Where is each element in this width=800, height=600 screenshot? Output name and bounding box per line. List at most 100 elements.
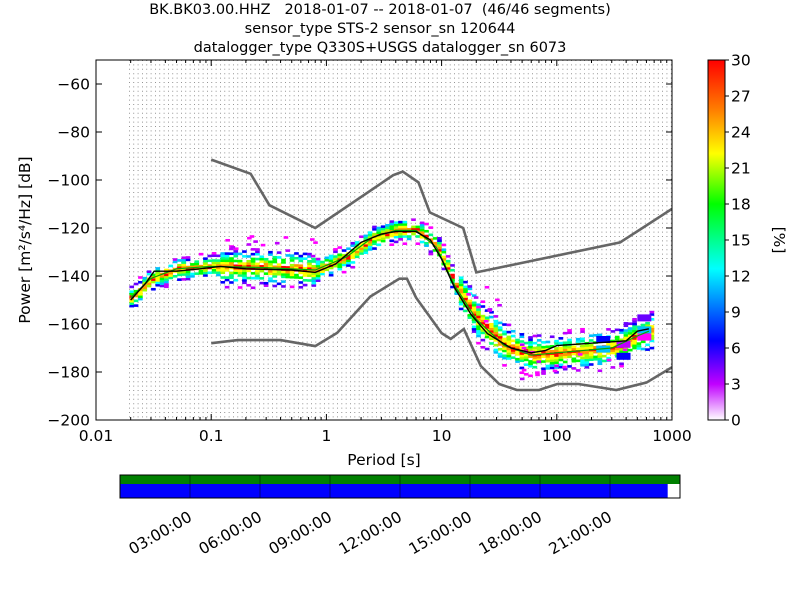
heat-cell <box>567 331 572 335</box>
heat-cell <box>203 257 208 260</box>
heat-cell <box>471 325 477 329</box>
heat-cell <box>268 260 273 264</box>
heat-cell <box>307 264 312 268</box>
heat-cell <box>588 346 594 349</box>
heat-cell <box>510 339 516 343</box>
heat-cell <box>441 255 447 259</box>
heat-cell <box>242 271 247 275</box>
heat-cell <box>489 327 494 331</box>
heat-cell <box>138 295 143 298</box>
noise-model-nlnm <box>211 277 672 392</box>
heat-cell <box>311 274 317 278</box>
heat-cell <box>623 331 629 335</box>
heat-cell <box>493 327 499 330</box>
heat-cell <box>554 361 559 365</box>
heat-cell <box>623 334 629 337</box>
heat-cell <box>575 347 581 351</box>
heat-cell <box>493 315 499 318</box>
heat-cell <box>363 251 369 254</box>
heat-cell <box>398 225 403 229</box>
heat-cell <box>155 267 161 270</box>
timeline-tick-label: 06:00:00 <box>196 508 265 558</box>
heat-cell <box>263 260 269 263</box>
colorbar-ticks: 0 3 6 9 12 15 18 21 24 27 30 <box>725 52 751 430</box>
heat-cell <box>502 349 507 353</box>
heat-cell <box>406 237 412 241</box>
heat-cell <box>419 228 425 232</box>
heat-cell <box>341 249 347 252</box>
heat-cell <box>597 333 603 337</box>
heat-cell <box>307 267 312 270</box>
heat-cell <box>224 285 230 289</box>
heat-cell <box>463 280 468 284</box>
heat-cell <box>393 221 399 224</box>
heat-cell <box>476 317 481 321</box>
heat-cell <box>441 267 447 271</box>
heat-cell <box>259 260 265 263</box>
heat-cell <box>428 250 434 253</box>
heat-cell <box>142 286 148 290</box>
heat-cell <box>419 235 425 239</box>
heat-cell <box>432 237 438 240</box>
heat-cell <box>402 235 408 238</box>
heat-cell <box>216 254 221 258</box>
heat-cell <box>584 353 590 357</box>
heat-cell <box>333 248 338 251</box>
heat-cell <box>571 352 577 356</box>
heat-cell <box>441 243 447 247</box>
heat-cell <box>246 259 252 263</box>
heat-cell <box>385 224 390 227</box>
heat-cell <box>307 279 312 282</box>
heat-cell <box>242 264 247 268</box>
heat-cell <box>268 279 273 283</box>
heat-cell <box>466 293 471 296</box>
heat-cell <box>255 264 260 268</box>
axes: 0.01 0.1 1 10 100 1000 −200 −180 −160 −140 −120 −10… <box>47 60 692 445</box>
heat-cell <box>281 280 286 283</box>
heat-cell <box>207 259 213 263</box>
heat-cell <box>203 259 208 263</box>
heat-cell <box>185 275 191 278</box>
heat-cell <box>476 305 481 309</box>
heat-cell <box>554 359 559 362</box>
heat-cell <box>632 346 637 350</box>
heat-cell <box>185 272 191 276</box>
heat-cell <box>129 285 135 289</box>
heat-cell <box>415 228 421 231</box>
heat-cell <box>263 284 269 287</box>
heat-cell <box>458 281 464 284</box>
heat-cell <box>216 264 221 267</box>
heat-cell <box>623 324 629 328</box>
heat-cell <box>250 257 256 261</box>
heat-cell <box>645 348 650 351</box>
heat-cell <box>467 301 473 305</box>
heat-cell <box>619 331 624 334</box>
heat-cell <box>310 238 315 241</box>
heat-cell <box>523 363 529 366</box>
heat-cell <box>506 354 512 358</box>
heat-cell <box>632 327 637 331</box>
heat-cell <box>476 332 481 335</box>
heat-cell <box>428 252 434 256</box>
timeline-tick-label: 15:00:00 <box>406 508 475 558</box>
heat-cell <box>380 225 386 228</box>
heat-cell <box>385 236 390 239</box>
heat-cell <box>207 264 213 267</box>
heat-cell <box>237 252 243 256</box>
heat-cell <box>285 249 291 252</box>
heat-cell <box>593 355 598 359</box>
heat-cell <box>363 236 369 240</box>
heat-cell <box>480 322 486 325</box>
heat-cell <box>313 241 318 244</box>
heat-cell <box>220 276 226 279</box>
heat-cell <box>610 330 616 333</box>
heat-cell <box>467 285 473 288</box>
heat-cell <box>142 276 148 280</box>
heat-cell <box>580 330 585 333</box>
heat-cell <box>389 225 395 228</box>
heat-cell <box>463 309 468 313</box>
heat-cell <box>610 342 616 345</box>
heat-cell <box>337 263 343 266</box>
timeline-tick-label: 12:00:00 <box>336 508 405 558</box>
heat-cell <box>328 257 334 260</box>
